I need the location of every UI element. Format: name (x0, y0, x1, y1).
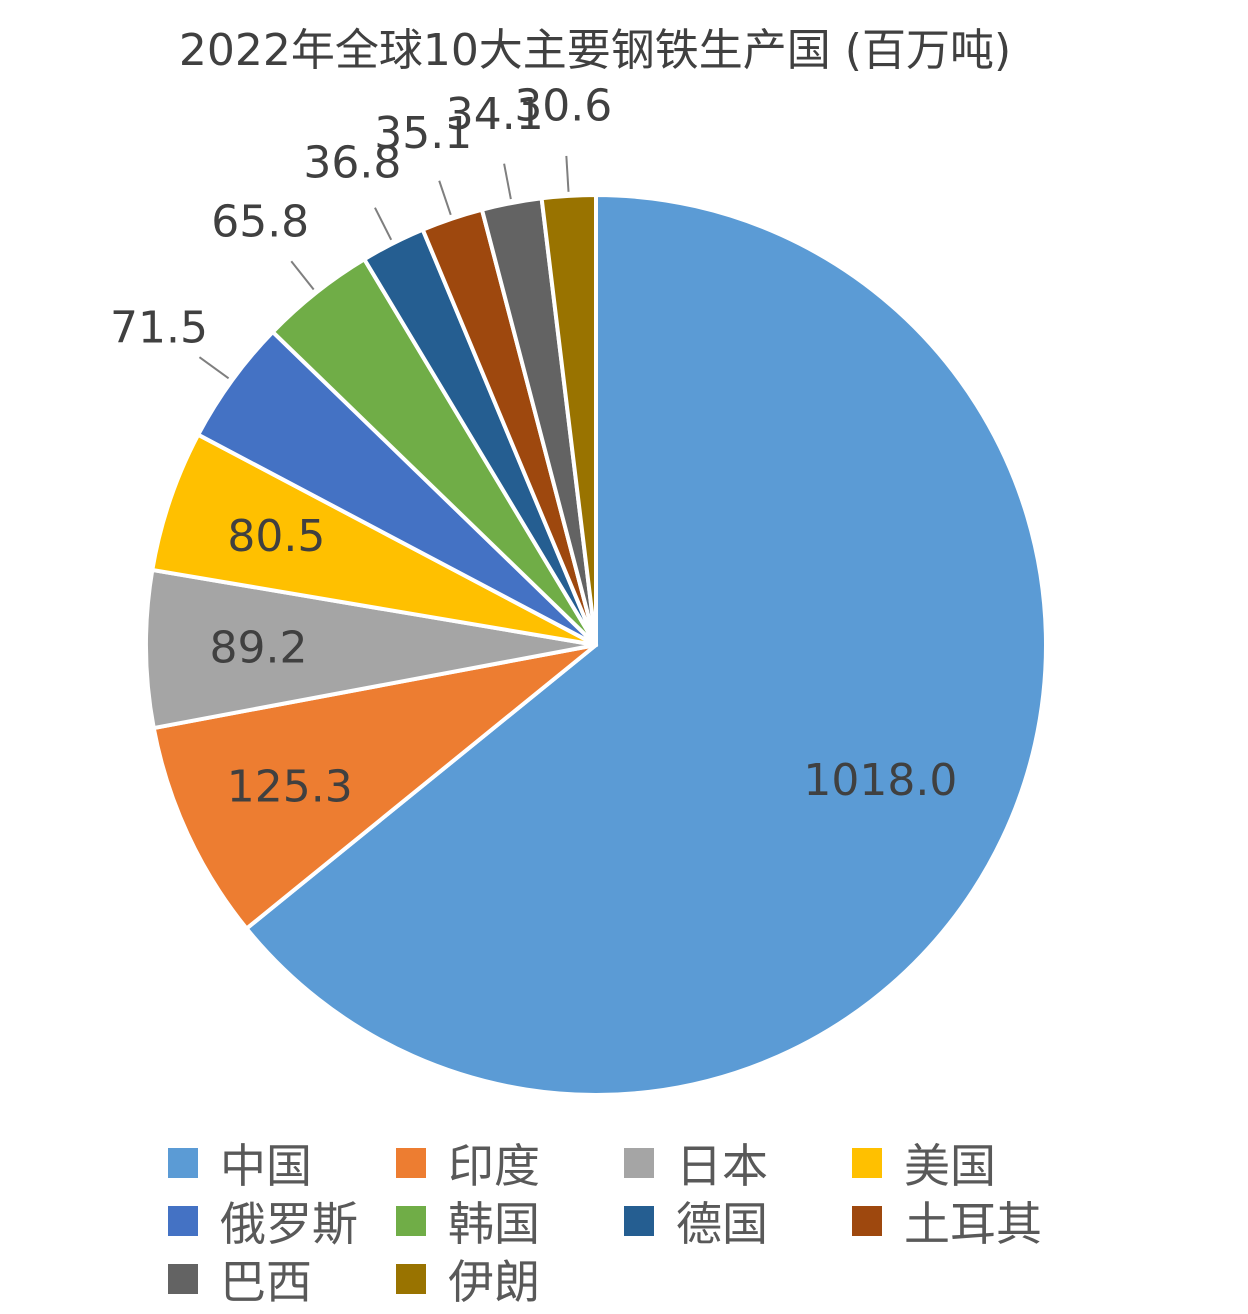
leader-line-6 (290, 260, 315, 291)
data-label-3: 89.2 (210, 623, 308, 674)
legend-label: 伊朗 (448, 1255, 540, 1309)
legend-swatch (396, 1206, 426, 1236)
legend-swatch (168, 1264, 198, 1294)
data-label-2: 125.3 (227, 761, 353, 812)
legend-swatch (168, 1206, 198, 1236)
leader-line-8 (438, 180, 452, 216)
legend-swatch (624, 1148, 654, 1178)
legend-item: 中国 (168, 1134, 312, 1193)
legend-swatch (396, 1148, 426, 1178)
legend-label: 巴西 (220, 1255, 312, 1309)
legend-label: 美国 (904, 1139, 996, 1193)
leader-line-9 (503, 163, 512, 200)
legend-item: 俄罗斯 (168, 1192, 358, 1251)
legend-swatch (624, 1206, 654, 1236)
data-label-5: 71.5 (110, 302, 208, 353)
legend-label: 德国 (676, 1197, 768, 1251)
pie-slice-2 (151, 643, 598, 931)
legend-swatch (396, 1264, 426, 1294)
pie-slice-3 (144, 567, 598, 731)
data-label-10: 30.6 (514, 80, 612, 131)
legend-item: 德国 (624, 1192, 768, 1251)
legend-label: 印度 (448, 1139, 540, 1193)
legend-swatch (852, 1148, 882, 1178)
leader-line-7 (374, 207, 393, 241)
legend-swatch (168, 1148, 198, 1178)
legend-label: 土耳其 (904, 1197, 1042, 1251)
pie-slice-1 (244, 193, 1048, 1097)
data-label-1: 1018.0 (803, 755, 957, 806)
legend-item: 美国 (852, 1134, 996, 1193)
legend-label: 俄罗斯 (220, 1197, 358, 1251)
leader-line-5 (198, 356, 230, 380)
legend-item: 日本 (624, 1134, 768, 1193)
data-label-4: 80.5 (227, 511, 325, 562)
legend-label: 韩国 (448, 1197, 540, 1251)
leader-line-10 (565, 155, 570, 192)
legend-swatch (852, 1206, 882, 1236)
legend-item: 印度 (396, 1134, 540, 1193)
data-label-8: 35.1 (374, 108, 472, 159)
legend-item: 伊朗 (396, 1250, 540, 1309)
data-label-6: 65.8 (211, 197, 309, 248)
chart-title: 2022年全球10大主要钢铁生产国 (百万吨) (178, 25, 1012, 76)
data-label-9: 34.1 (446, 89, 544, 140)
legend-item: 巴西 (168, 1250, 312, 1309)
pie-slice-4 (150, 432, 598, 647)
legend-item: 韩国 (396, 1192, 540, 1251)
legend-item: 土耳其 (852, 1192, 1042, 1251)
pie-slice-10 (539, 193, 598, 647)
pie-chart: 1018.0 125.3 89.2 80.5 71.5 65.8 36.835.134.13… (110, 80, 1048, 1097)
legend-label: 中国 (220, 1139, 312, 1193)
legend-label: 日本 (676, 1139, 768, 1193)
data-label-7: 36.8 (303, 138, 401, 189)
